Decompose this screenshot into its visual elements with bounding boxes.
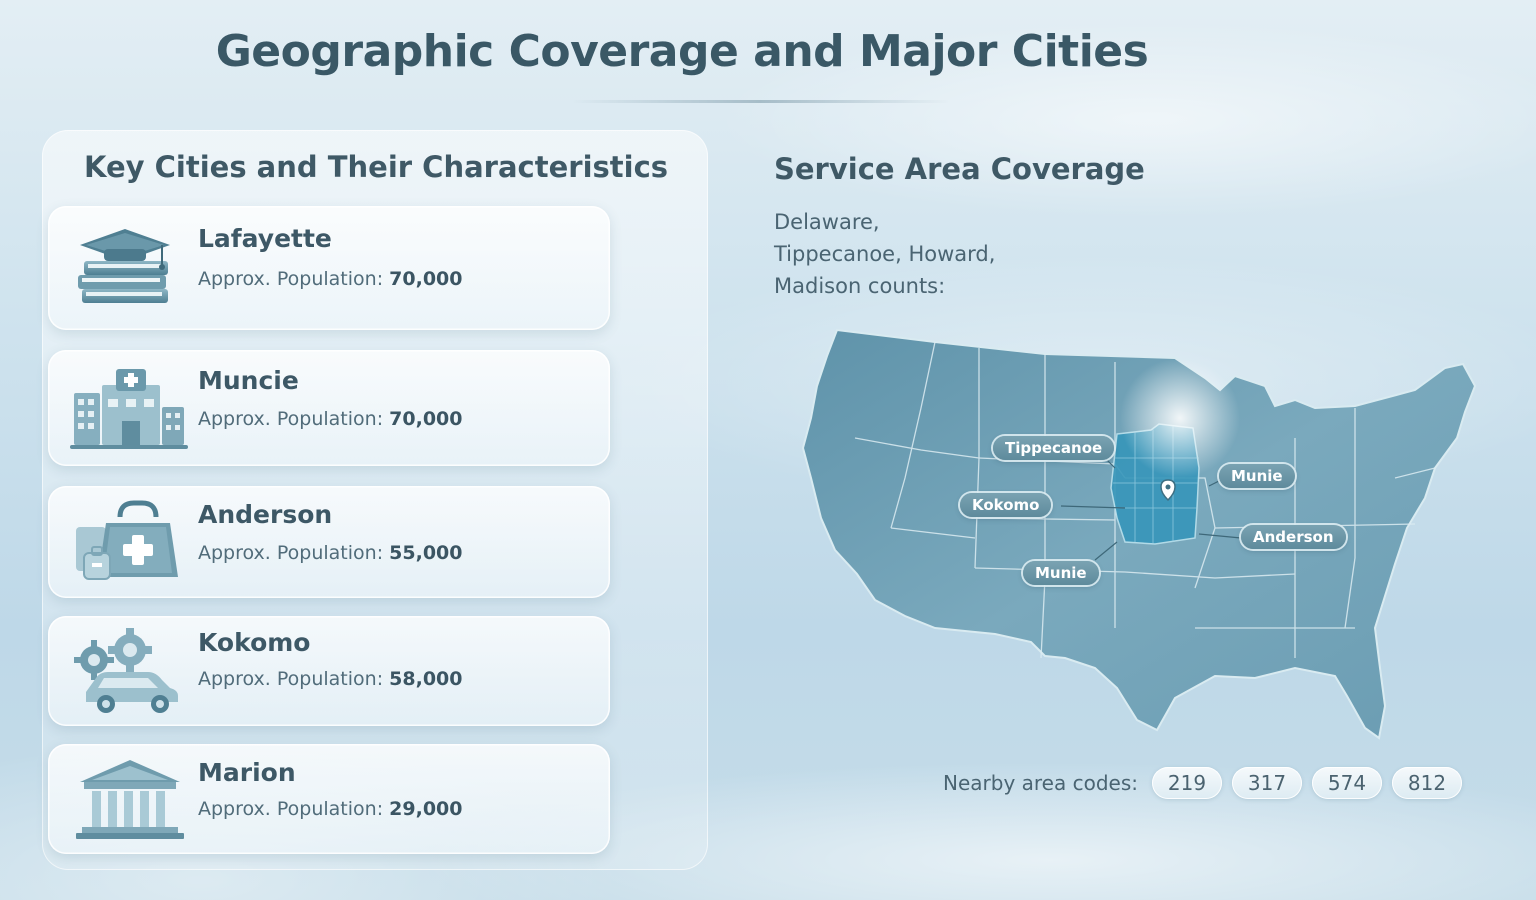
title-divider [570,100,950,103]
population-value: 55,000 [389,542,463,564]
cities-panel-title: Key Cities and Their Characteristics [84,150,669,184]
graduation-cap-books-icon [78,229,170,303]
population-label: Approx. Population: [198,668,384,690]
city-name: Marion [198,758,296,787]
city-card-marion: Marion Approx. Population: 29,000 [48,744,610,854]
coverage-line: Tippecanoe, Howard, [774,242,996,266]
population-label: Approx. Population: [198,542,384,564]
courthouse-icon [76,760,184,839]
city-population: Approx. Population: 70,000 [198,268,462,290]
city-name: Kokomo [198,628,311,657]
city-card-anderson: Anderson Approx. Population: 55,000 [48,486,610,598]
city-card-kokomo: Kokomo Approx. Population: 58,000 [48,616,610,726]
map-label-anderson: Anderson [1241,525,1346,549]
population-label: Approx. Population: [198,268,384,290]
map-label-munie-south: Munie [1023,561,1099,585]
map-label-munie-east: Munie [1219,464,1295,488]
population-label: Approx. Population: [198,408,384,430]
city-name: Anderson [198,500,333,529]
hospital-building-icon [70,369,188,449]
city-name: Muncie [198,366,299,395]
population-value: 58,000 [389,668,463,690]
population-value: 29,000 [389,798,463,820]
coverage-description: Delaware, Tippecanoe, Howard, Madison co… [774,206,1094,302]
population-value: 70,000 [389,268,463,290]
page-title: Geographic Coverage and Major Cities [215,26,1149,77]
city-population: Approx. Population: 55,000 [198,542,462,564]
coverage-title: Service Area Coverage [774,152,1145,186]
city-card-muncie: Muncie Approx. Population: 70,000 [48,350,610,466]
gears-car-icon [74,628,178,713]
coverage-line: Delaware, [774,210,880,234]
city-population: Approx. Population: 58,000 [198,668,462,690]
area-code-pill: 574 [1311,767,1382,799]
us-map: Tippecanoe Kokomo Munie Anderson Munie [795,328,1495,748]
area-code-pill: 812 [1391,767,1462,799]
medical-bag-icon [76,500,178,580]
city-population: Approx. Population: 70,000 [198,408,462,430]
map-label-kokomo: Kokomo [960,493,1052,517]
area-codes: Nearby area codes: 219 317 574 812 [943,766,1462,800]
city-population: Approx. Population: 29,000 [198,798,462,820]
city-card-lafayette: Lafayette Approx. Population: 70,000 [48,206,610,330]
area-code-pill: 219 [1151,767,1222,799]
population-value: 70,000 [389,408,463,430]
area-codes-label: Nearby area codes: [943,771,1138,795]
us-map-shape [801,328,1477,740]
city-name: Lafayette [198,224,332,253]
population-label: Approx. Population: [198,798,384,820]
area-code-pill: 317 [1231,767,1302,799]
coverage-line: Madison counts: [774,274,946,298]
map-label-tippecanoe: Tippecanoe [993,436,1115,460]
